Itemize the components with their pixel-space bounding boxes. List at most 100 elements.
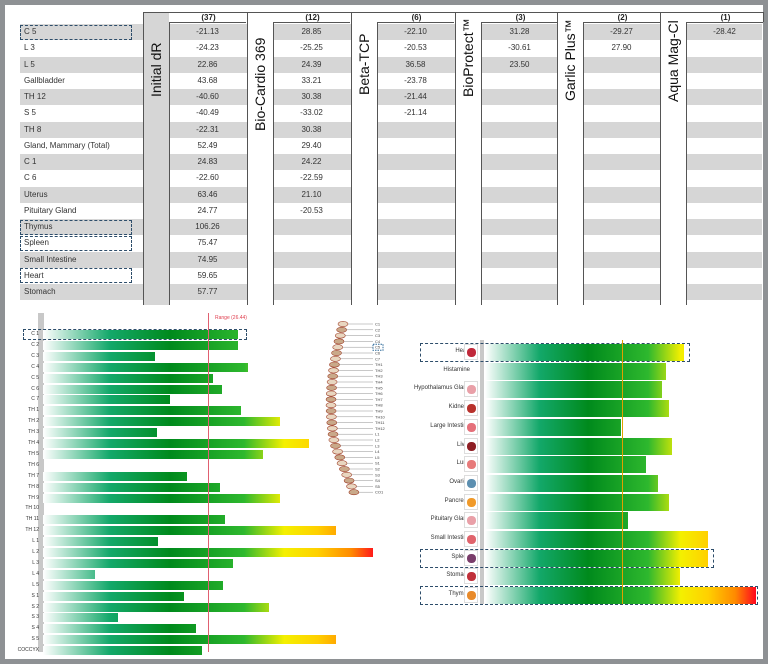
cell-value: -22.10 <box>404 27 427 36</box>
cell-value: -22.31 <box>196 124 219 134</box>
vertebra-label: TH9 <box>375 409 383 414</box>
category-label: Lung <box>400 460 470 466</box>
bar-highlight <box>420 586 758 606</box>
cell-value: 22.86 <box>197 59 218 69</box>
cell-value: 63.46 <box>197 189 218 199</box>
vertebra-label: S5 <box>375 484 381 489</box>
cell-value: 30.38 <box>301 124 322 134</box>
cell-value: 24.22 <box>301 157 322 166</box>
column-values <box>273 22 350 305</box>
bar-s3 <box>43 613 118 623</box>
bar-s1 <box>43 591 185 601</box>
bar-l1 <box>43 537 159 547</box>
bar-c5 <box>43 373 213 383</box>
cell-value: -25.25 <box>300 43 323 53</box>
bar-heart <box>485 344 685 361</box>
row-highlight <box>20 235 132 251</box>
vertebra-label: TH3 <box>375 374 383 379</box>
category-label: C 3 <box>31 352 39 359</box>
column-header-box <box>557 12 661 22</box>
column-values <box>583 22 660 305</box>
cell-value: 30.38 <box>301 92 322 101</box>
vertebra-label: TH12 <box>375 426 386 431</box>
row-highlight <box>20 268 132 284</box>
cell-value: 24.77 <box>197 205 218 215</box>
cell-value: -21.14 <box>404 108 427 118</box>
row-label: S 5 <box>24 108 37 118</box>
column-header-box <box>351 12 455 22</box>
column-header-box <box>455 12 559 22</box>
bar-th4 <box>43 439 310 448</box>
category-label: S 2 <box>31 603 39 610</box>
row-label: Pituitary Gland <box>24 205 77 215</box>
bar-th1 <box>43 406 242 416</box>
cell-value: -40.49 <box>196 108 219 118</box>
vertebra <box>325 390 337 397</box>
bar-c3 <box>43 351 156 361</box>
cell-value: -33.02 <box>300 108 323 118</box>
category-label: L 2 <box>32 549 39 555</box>
column-count: (6) <box>411 13 422 22</box>
spleen-icon <box>464 549 478 566</box>
column-values <box>169 22 246 305</box>
vertebra <box>326 379 338 385</box>
category-label: Heart <box>455 348 470 354</box>
bar-pituitary-gland <box>485 512 629 530</box>
category-label: TH 10 <box>25 505 39 512</box>
organ-shape <box>467 516 476 526</box>
cell-value: 28.85 <box>301 27 322 36</box>
vertebra-label: TH8 <box>375 403 383 408</box>
column-title-band <box>247 12 273 305</box>
column-title: Aqua Mag-Cl <box>665 20 681 102</box>
bar-pancreas <box>485 493 669 511</box>
cell-value: -22.59 <box>300 173 323 183</box>
category-label: C 4 <box>31 363 39 370</box>
vertebra-label: CO1 <box>375 490 384 495</box>
category-label: TH 7 <box>28 472 39 479</box>
category-label: C 2 <box>31 341 39 348</box>
category-label: TH 6 <box>28 461 39 468</box>
column-title: Beta-TCP <box>356 33 372 95</box>
column-count: (3) <box>515 13 526 22</box>
category-label: TH 12 <box>25 527 39 534</box>
bar-c1 <box>43 330 239 339</box>
column-values <box>686 22 763 305</box>
thymus-icon <box>464 587 478 604</box>
cell-value: 27.90 <box>611 43 632 53</box>
vertebra-label: L5 <box>375 455 380 460</box>
category-label: C 5 <box>31 374 39 381</box>
stomach-icon <box>464 568 478 585</box>
cell-value: 29.40 <box>301 140 322 150</box>
organ-shape <box>467 572 476 582</box>
bar-l3 <box>43 558 234 568</box>
organ-shape <box>467 348 476 357</box>
row-label: C 1 <box>24 157 37 166</box>
row-label: TH 12 <box>24 92 46 101</box>
vertebra <box>328 367 339 374</box>
bar-coccyx <box>43 646 203 656</box>
cell-value: -28.42 <box>713 27 736 36</box>
category-label: S 1 <box>31 592 39 599</box>
category-label: L 5 <box>32 581 39 588</box>
category-label: TH 2 <box>28 418 39 425</box>
category-label: Histamine <box>443 366 470 373</box>
category-label: S 5 <box>31 636 39 643</box>
organ-shape <box>467 404 476 414</box>
vertebra-label: TH10 <box>375 414 386 419</box>
cell-value: 74.95 <box>197 254 218 264</box>
category-label: TH 9 <box>28 494 39 501</box>
cell-value: -22.60 <box>196 173 219 183</box>
vertebra-label: TH7 <box>375 397 383 402</box>
cell-value: 21.10 <box>301 189 322 199</box>
vertebra <box>332 344 344 351</box>
vertebra <box>341 471 353 478</box>
bar-highlight <box>23 329 247 340</box>
category-label: S 3 <box>31 614 39 621</box>
category-label: L 1 <box>32 538 39 545</box>
bar-stomach <box>485 568 681 586</box>
category-label: Pituitary Gland <box>430 516 470 523</box>
cell-value: -29.27 <box>610 27 633 36</box>
axis-bar <box>480 340 484 604</box>
vertebra <box>333 338 345 345</box>
category-label: Large Intestine <box>430 422 470 429</box>
